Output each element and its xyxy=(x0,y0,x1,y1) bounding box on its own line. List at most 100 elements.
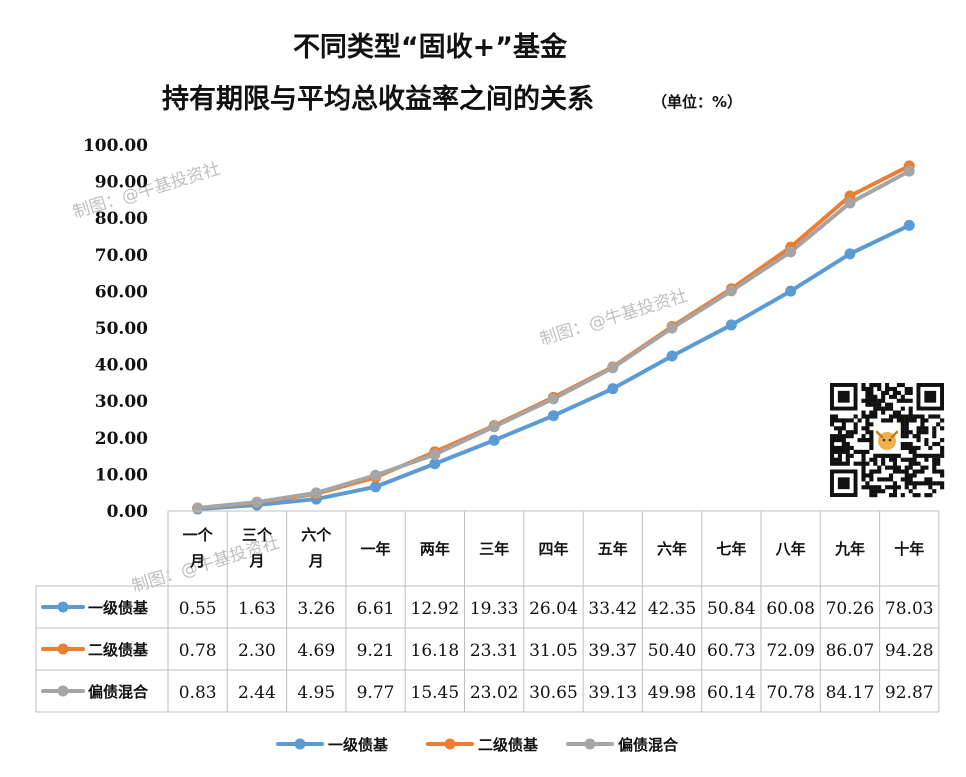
legend-label: 一级债基 xyxy=(328,736,389,754)
qr-module xyxy=(900,406,905,411)
qr-module xyxy=(881,457,886,462)
qr-module xyxy=(920,418,925,423)
qr-module xyxy=(853,426,858,431)
data-point xyxy=(903,219,915,231)
data-label: 70.78 xyxy=(766,683,815,703)
qr-module xyxy=(900,493,905,498)
qr-module xyxy=(837,453,842,458)
data-point xyxy=(370,469,382,481)
qr-module xyxy=(830,441,835,447)
x-tick-label: 七年 xyxy=(716,540,746,558)
qr-module xyxy=(881,398,886,403)
qr-module xyxy=(900,398,905,403)
qr-module xyxy=(936,457,941,462)
qr-module xyxy=(936,481,941,486)
chart-unit-label: （单位：%） xyxy=(652,93,742,111)
data-label: 16.18 xyxy=(411,641,460,661)
qr-module xyxy=(896,410,901,415)
data-label: 86.07 xyxy=(826,641,875,661)
qr-module xyxy=(881,453,886,458)
qr-module xyxy=(900,434,905,439)
qr-module xyxy=(841,449,846,454)
qr-module xyxy=(881,489,886,494)
data-label: 3.26 xyxy=(297,599,335,619)
qr-module xyxy=(920,465,925,470)
qr-module xyxy=(861,469,866,474)
data-point xyxy=(488,421,500,433)
data-label: 60.14 xyxy=(707,683,756,703)
qr-module xyxy=(928,414,933,419)
qr-module xyxy=(881,406,886,411)
qr-module xyxy=(896,469,901,474)
legend-key-marker xyxy=(57,685,69,697)
qr-module xyxy=(924,426,929,431)
qr-module xyxy=(904,485,909,490)
qr-module xyxy=(861,449,866,454)
qr-module xyxy=(845,445,850,451)
qr-module xyxy=(900,457,905,462)
qr-module xyxy=(900,426,905,431)
qr-module xyxy=(877,453,882,458)
qr-module xyxy=(900,469,905,474)
data-label: 33.42 xyxy=(588,599,637,619)
qr-module xyxy=(853,461,858,466)
qr-module xyxy=(869,485,874,490)
qr-module xyxy=(888,477,894,482)
qr-module xyxy=(900,422,905,427)
qr-module xyxy=(932,465,937,470)
legend-key-marker xyxy=(57,643,69,655)
qr-module xyxy=(904,390,909,395)
qr-module xyxy=(940,418,945,423)
qr-module xyxy=(869,414,874,419)
legend-entry: 偏债混合 xyxy=(566,736,679,754)
qr-finder xyxy=(924,390,937,403)
legend-label: 偏债混合 xyxy=(618,736,679,754)
y-tick-label: 40.00 xyxy=(95,356,148,376)
data-point xyxy=(666,350,678,362)
legend-entry: 一级债基 xyxy=(276,736,389,754)
qr-module xyxy=(940,449,945,454)
qr-module xyxy=(900,445,905,451)
qr-module xyxy=(916,430,921,435)
legend-key-marker xyxy=(444,738,456,750)
qr-module xyxy=(892,414,898,419)
qr-module xyxy=(865,449,870,454)
data-label: 50.40 xyxy=(648,641,697,661)
qr-module xyxy=(908,473,913,478)
bull-horns-icon xyxy=(875,430,899,439)
data-point xyxy=(666,322,678,334)
qr-module xyxy=(908,410,913,415)
qr-module xyxy=(849,434,854,439)
qr-module xyxy=(912,449,917,454)
qr-module xyxy=(908,406,913,411)
qr-module xyxy=(888,386,894,392)
qr-module xyxy=(885,485,890,490)
qr-module xyxy=(920,469,925,474)
qr-module xyxy=(861,398,866,403)
data-label: 31.05 xyxy=(529,641,578,661)
x-tick-label: 五年 xyxy=(598,540,628,558)
qr-module xyxy=(928,485,933,490)
data-point xyxy=(251,496,263,508)
y-tick-label: 60.00 xyxy=(95,282,148,302)
qr-module xyxy=(845,418,850,423)
qr-module xyxy=(928,493,933,498)
qr-module xyxy=(888,473,894,478)
qr-module xyxy=(865,422,870,427)
qr-module xyxy=(861,465,866,470)
qr-module xyxy=(869,473,874,478)
qr-module xyxy=(908,418,913,423)
qr-module xyxy=(833,414,839,419)
qr-module xyxy=(896,485,901,490)
qr-module xyxy=(916,481,921,486)
data-label: 39.37 xyxy=(588,641,637,661)
qr-module xyxy=(861,485,866,490)
qr-module xyxy=(877,398,882,403)
qr-module xyxy=(865,473,870,478)
qr-code-image xyxy=(830,383,945,498)
qr-module xyxy=(896,465,901,470)
qr-module xyxy=(837,445,842,451)
qr-module xyxy=(920,481,925,486)
qr-module xyxy=(830,418,835,423)
qr-module xyxy=(873,489,878,494)
